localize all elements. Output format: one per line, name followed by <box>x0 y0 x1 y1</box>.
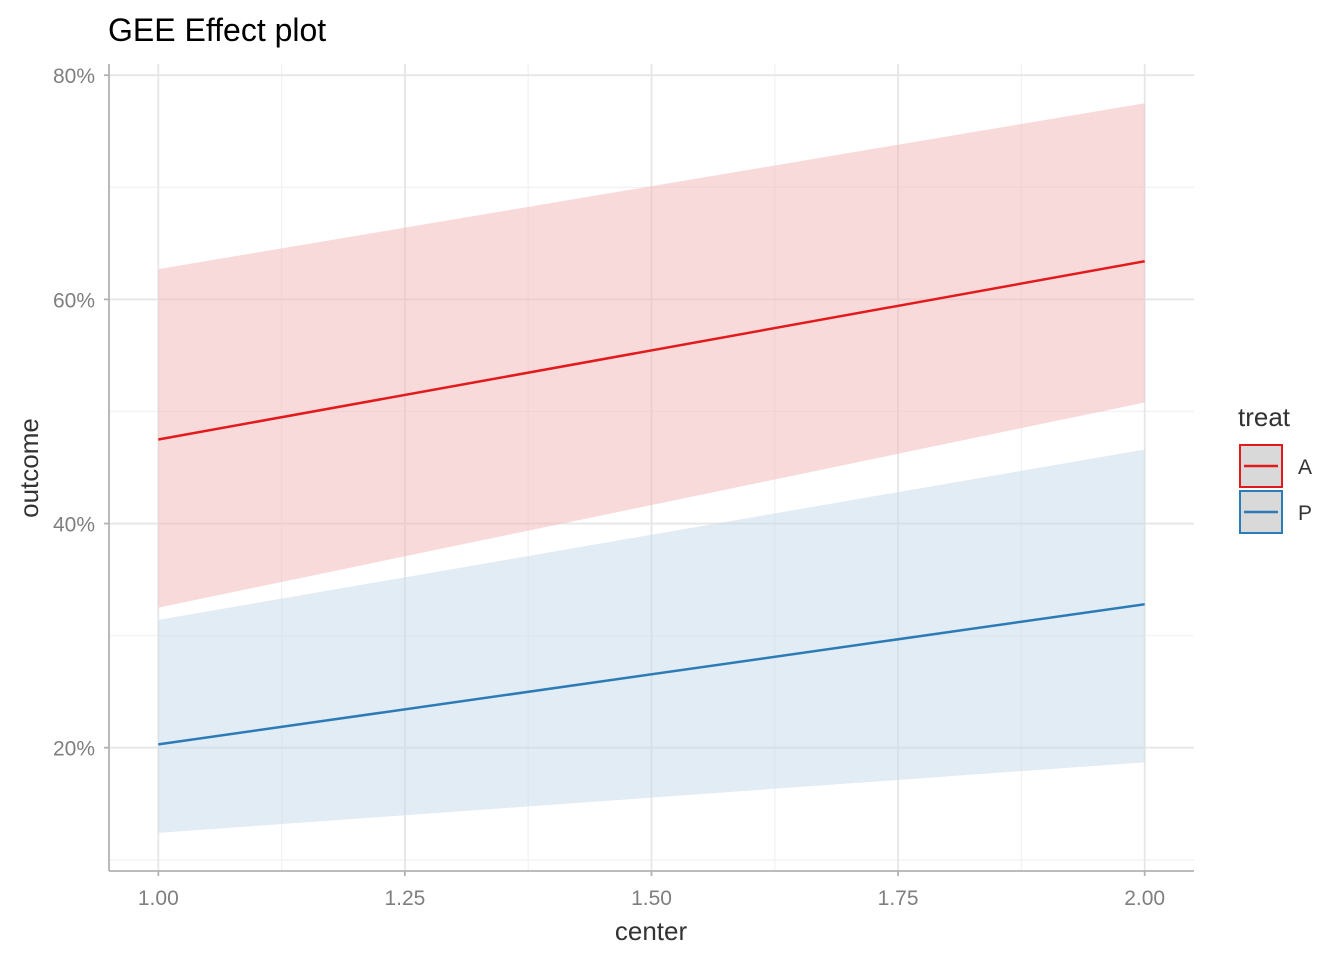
confidence-ribbons <box>158 103 1145 833</box>
series-lines <box>158 260 1145 746</box>
x-tick-label: 1.25 <box>384 887 425 910</box>
y-axis-title: outcome <box>14 418 44 518</box>
line-p <box>158 603 1145 746</box>
y-tick-label: 60% <box>53 289 95 312</box>
legend-title: treat <box>1238 402 1291 432</box>
x-tick-label: 2.00 <box>1124 887 1165 910</box>
tick-labels: 1.00 1.25 1.50 1.75 2.00 20% 40% 60% 80% <box>53 65 1165 910</box>
line-a <box>158 260 1145 441</box>
legend-label-a: A <box>1298 456 1312 479</box>
ribbon-p <box>158 449 1145 833</box>
legend: treat AP <box>1238 402 1312 534</box>
legend-label-p: P <box>1298 502 1312 525</box>
x-tick-label: 1.00 <box>138 887 179 910</box>
x-axis-title: center <box>615 916 688 946</box>
x-tick-label: 1.50 <box>631 887 672 910</box>
y-tick-label: 20% <box>53 738 95 761</box>
chart-title: GEE Effect plot <box>108 12 326 48</box>
y-tick-label: 40% <box>53 514 95 537</box>
axes <box>104 64 1194 876</box>
x-tick-label: 1.75 <box>878 887 919 910</box>
ribbon-a <box>158 103 1145 608</box>
y-tick-label: 80% <box>53 65 95 88</box>
